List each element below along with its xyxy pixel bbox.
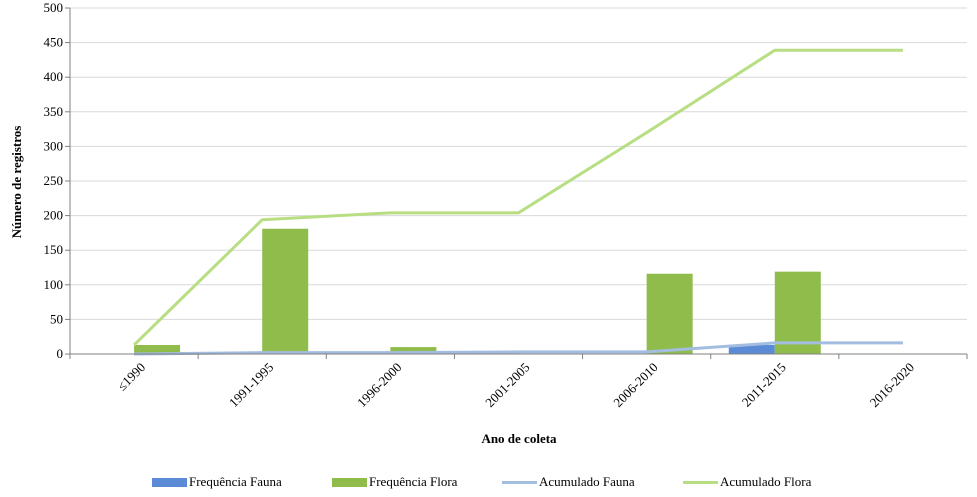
bar [262,228,309,354]
legend-swatch-flora-acum [683,480,718,484]
y-tick-label: 100 [44,277,64,292]
x-axis-title: Ano de coleta [481,431,557,446]
y-axis-title: Número de registros [9,126,24,239]
y-tick-label: 450 [44,35,64,50]
x-tick-label: 2001-2005 [482,360,532,410]
y-tick-label: 50 [50,311,63,326]
legend: Frequência Fauna Frequência Flora Acumul… [0,474,977,496]
x-tick-label: 1996-2000 [354,360,404,410]
y-tick-label: 350 [44,104,64,119]
legend-label: Frequência Fauna [189,474,282,489]
lines [133,48,903,356]
legend-item-flora-acum: Acumulado Flora [683,474,811,490]
y-tick-labels: 0 50 100 150 200 250 300 350 400 450 500 [44,0,64,361]
bar [646,273,693,354]
chart: 0 50 100 150 200 250 300 350 400 450 500 ≤1990 1991… [9,0,968,446]
series-line [133,48,903,347]
legend-swatch-fauna-freq [152,477,187,487]
x-tick-label: 2006-2010 [610,360,660,410]
y-tick-label: 300 [44,138,64,153]
bar [728,345,775,354]
legend-item-fauna-freq: Frequência Fauna [152,474,282,490]
legend-label: Frequência Flora [369,474,458,489]
legend-label: Acumulado Fauna [539,474,635,489]
y-tick-label: 400 [44,69,64,84]
y-tick-label: 500 [44,0,64,15]
x-tick-label: 2011-2015 [739,360,789,410]
legend-item-fauna-acum: Acumulado Fauna [502,474,635,490]
legend-item-flora-freq: Frequência Flora [332,474,457,490]
legend-swatch-fauna-acum [502,480,537,484]
bar [390,347,437,354]
bars [134,228,821,354]
gridlines [70,7,967,320]
x-tick-label: ≤1990 [114,360,148,394]
y-tick-label: 200 [44,208,64,223]
legend-swatch-flora-freq [332,477,367,487]
series-line [134,341,903,356]
x-tick-label: 2016-2020 [867,360,917,410]
y-tick-label: 0 [57,346,64,361]
y-tick-label: 150 [44,242,64,257]
legend-label: Acumulado Flora [720,474,812,489]
y-tick-label: 250 [44,173,64,188]
bar [134,345,181,354]
bar [774,271,821,354]
x-tick-labels: ≤1990 1991-1995 1996-2000 2001-2005 2006-201… [114,360,917,410]
x-tick-label: 1991-1995 [226,360,276,410]
axes [65,7,968,359]
